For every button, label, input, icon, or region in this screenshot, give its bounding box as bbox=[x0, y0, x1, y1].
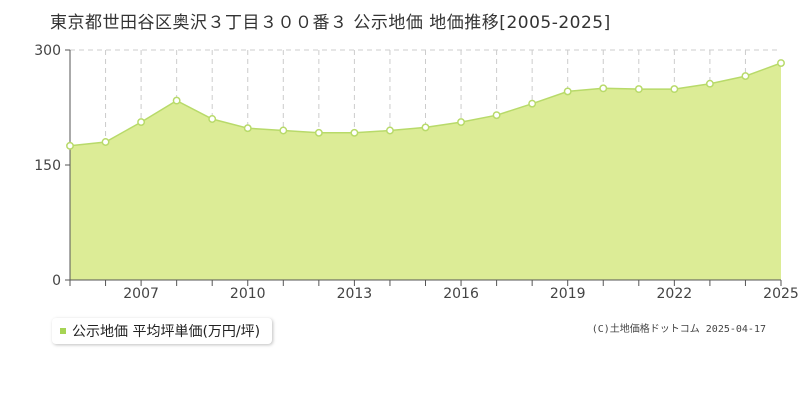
data-point-2024 bbox=[741, 72, 750, 81]
chart-title: 東京都世田谷区奥沢３丁目３００番３ 公示地価 地価推移[2005-2025] bbox=[50, 13, 611, 33]
x-tick-label-2022: 2022 bbox=[657, 286, 693, 300]
credit-text: (C)土地価格ドットコム 2025-04-17 bbox=[591, 324, 766, 335]
series-area bbox=[70, 63, 781, 280]
data-point-2010 bbox=[243, 124, 252, 133]
x-tick-label-2007: 2007 bbox=[123, 286, 159, 300]
data-point-2008 bbox=[172, 96, 181, 105]
legend: 公示地価 平均坪単価(万円/坪) bbox=[52, 318, 273, 344]
data-point-2011 bbox=[279, 126, 288, 135]
data-point-2025 bbox=[777, 59, 785, 67]
y-tick-label-300: 300 bbox=[34, 43, 61, 59]
data-point-2018 bbox=[528, 99, 537, 108]
data-point-2021 bbox=[634, 85, 643, 94]
x-tick-label-2010: 2010 bbox=[230, 286, 266, 300]
legend-swatch bbox=[60, 328, 66, 334]
data-markers bbox=[66, 59, 785, 150]
data-point-2017 bbox=[492, 111, 501, 120]
data-point-2012 bbox=[314, 128, 323, 137]
data-point-2009 bbox=[208, 115, 217, 123]
data-point-2006 bbox=[101, 138, 110, 146]
x-tick-label-2016: 2016 bbox=[443, 286, 479, 300]
data-point-2023 bbox=[705, 79, 714, 88]
data-point-2005 bbox=[66, 141, 74, 150]
data-point-2013 bbox=[350, 128, 359, 137]
tick-labels: 0 150 300 2007 2010 2013 2016 2019 2022 2025 bbox=[34, 43, 799, 300]
x-tick-label-2013: 2013 bbox=[337, 286, 373, 300]
data-point-2019 bbox=[563, 87, 572, 96]
x-tick-label-2019: 2019 bbox=[550, 286, 586, 300]
data-point-2016 bbox=[457, 118, 465, 127]
data-point-2007 bbox=[137, 118, 146, 127]
y-tick-label-0: 0 bbox=[52, 273, 61, 289]
legend-label: 公示地価 平均坪単価(万円/坪) bbox=[72, 324, 261, 340]
data-point-2020 bbox=[599, 84, 608, 93]
y-tick-label-150: 150 bbox=[34, 158, 61, 174]
data-point-2015 bbox=[421, 123, 430, 132]
data-point-2014 bbox=[386, 126, 394, 135]
x-tick-label-2025: 2025 bbox=[763, 286, 799, 300]
land-price-chart: 0 150 300 2007 2010 2013 2016 2019 2022 2025 bbox=[34, 43, 799, 300]
data-point-2022 bbox=[670, 85, 679, 94]
axes bbox=[65, 49, 782, 286]
